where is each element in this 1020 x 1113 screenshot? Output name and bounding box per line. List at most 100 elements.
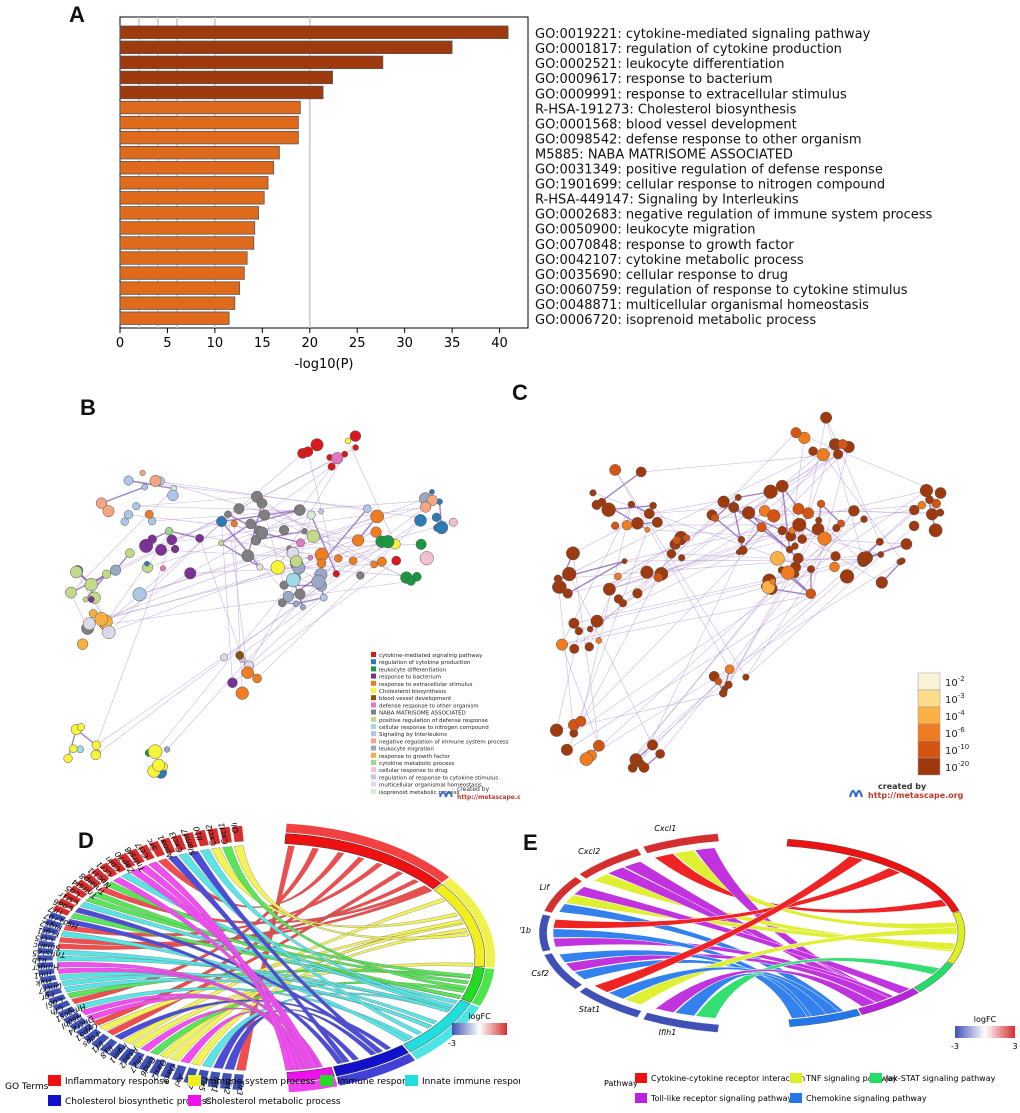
- network-node: [769, 578, 776, 585]
- network-edge: [573, 557, 867, 624]
- network-node: [282, 590, 294, 603]
- network-node: [259, 509, 270, 521]
- gene-label: Csf2: [531, 969, 549, 978]
- network-node: [775, 479, 789, 493]
- network-node: [553, 574, 562, 583]
- bar: [119, 145, 280, 160]
- legend-label: cellular response to nitrogen compound: [379, 725, 489, 731]
- gene-arc: [37, 940, 56, 948]
- gene-arc: [37, 968, 56, 976]
- network-edge: [299, 466, 332, 511]
- bar-label: GO:0070848: response to growth factor: [535, 238, 794, 253]
- gene-label: Stat1: [579, 1005, 600, 1014]
- chord-ribbon: [558, 903, 845, 1015]
- network-node: [299, 604, 306, 611]
- network-edge: [792, 530, 881, 555]
- chord-ribbon: [59, 971, 433, 1029]
- network-node: [928, 523, 943, 538]
- network-node: [931, 498, 941, 509]
- network-edge: [590, 561, 901, 756]
- network-node: [614, 572, 622, 581]
- network-node: [925, 508, 939, 521]
- network-node: [255, 526, 269, 540]
- network-edge: [578, 550, 744, 632]
- bar: [119, 161, 275, 175]
- legend-label: Chemokine signaling pathway: [806, 1094, 927, 1103]
- network-edge: [108, 531, 377, 633]
- pvalue-label: 10-10: [945, 743, 969, 757]
- pathway-arc: [788, 1008, 861, 1027]
- network-edge: [91, 457, 338, 585]
- network-node: [252, 673, 262, 684]
- gene-arc: [579, 848, 642, 880]
- network-node: [808, 446, 818, 456]
- network-node: [290, 555, 303, 568]
- network-node: [792, 517, 807, 532]
- bar-label: GO:0031349: positive regulation of defen…: [535, 163, 883, 178]
- bar: [119, 100, 301, 115]
- network-node: [306, 510, 316, 520]
- network-node: [166, 534, 178, 546]
- network-node: [163, 746, 171, 753]
- bar-label: GO:0042107: cytokine metabolic process: [535, 253, 804, 268]
- network-node: [82, 617, 96, 631]
- network-node: [76, 638, 89, 650]
- network-node: [734, 493, 742, 501]
- network-c: 10-2 10-3 10-4 10-6 10-10 10-20 created byhttp…: [549, 411, 969, 800]
- legend-swatch: [371, 760, 376, 765]
- network-edge: [614, 469, 747, 678]
- network-edge: [647, 529, 907, 545]
- network-node: [574, 626, 583, 636]
- bar-label: GO:0001817: regulation of cytokine produ…: [535, 42, 842, 57]
- bar-label: GO:0035690: cellular response to drug: [535, 268, 788, 283]
- term-arc: [460, 967, 485, 1003]
- term-arc: [332, 1044, 409, 1077]
- bar-label: GO:0098542: defense response to other or…: [535, 132, 862, 147]
- network-node: [310, 438, 324, 452]
- network-edge: [586, 574, 790, 760]
- gene-arc: [90, 867, 110, 883]
- legend-swatch: [371, 745, 376, 751]
- chord-ribbon: [188, 850, 383, 1054]
- network-node: [352, 444, 359, 451]
- term-arc: [284, 833, 442, 890]
- gene-arc: [127, 1051, 146, 1068]
- network-edge: [154, 577, 296, 752]
- network-node: [934, 487, 947, 499]
- pvalue-swatch: [917, 706, 941, 725]
- network-node: [435, 521, 449, 535]
- network-node: [94, 612, 109, 627]
- network-edge: [105, 509, 300, 622]
- bar: [119, 176, 269, 190]
- legend-label: cytokine-mediated signaling pathway: [379, 653, 483, 659]
- panel-label-d: D: [78, 828, 94, 853]
- credit-url: http://metascape.org: [457, 794, 520, 801]
- legend-label: isoprenoid metabolic process: [379, 790, 460, 796]
- network-node: [646, 739, 659, 751]
- network-node: [144, 560, 150, 567]
- network-node: [644, 526, 651, 533]
- network-node: [643, 508, 655, 519]
- gene-arc: [62, 1011, 82, 1025]
- network-node: [132, 502, 141, 511]
- network-node: [875, 576, 888, 589]
- pathway-arc: [946, 911, 966, 965]
- colorbar-title: logFC: [468, 1012, 491, 1021]
- gene-arc: [44, 987, 63, 998]
- network-node: [742, 673, 750, 681]
- legend-swatch: [371, 724, 376, 729]
- network-edge: [561, 594, 812, 645]
- network-edge: [347, 440, 396, 545]
- x-tick-label: 40: [491, 336, 508, 351]
- legend-label: Immune system process: [205, 1077, 315, 1087]
- network-node: [415, 538, 427, 550]
- bar: [119, 221, 256, 235]
- network-node: [101, 569, 112, 579]
- network-node: [429, 489, 435, 495]
- bar: [119, 25, 509, 39]
- gene-label: Tnfrsf25: [32, 948, 66, 959]
- network-node: [334, 554, 343, 563]
- bar-label: GO:0048871: multicellular organismal hom…: [535, 298, 869, 313]
- network-node: [84, 577, 99, 592]
- bar: [119, 266, 245, 280]
